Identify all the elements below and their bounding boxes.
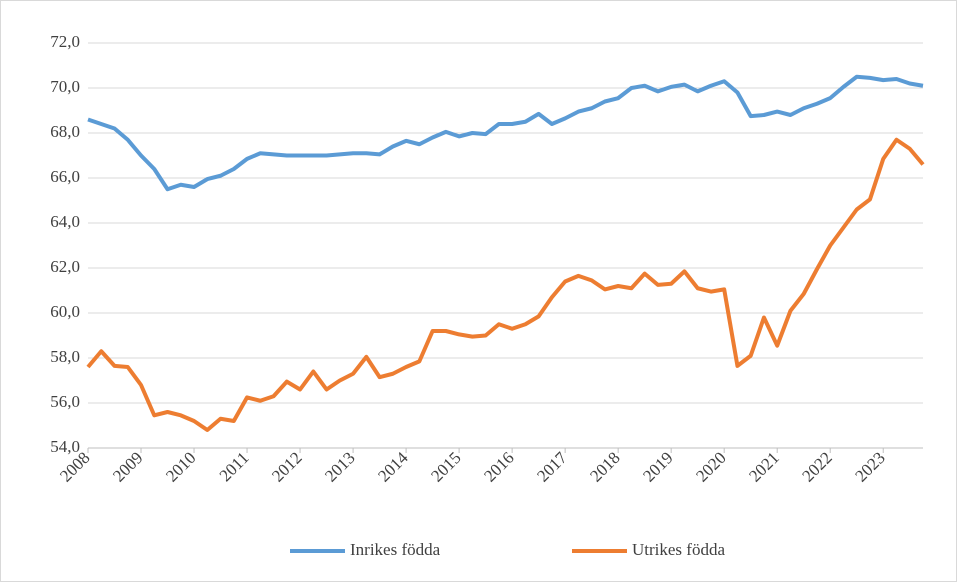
legend-label: Utrikes födda bbox=[632, 540, 725, 559]
y-tick-label: 70,0 bbox=[50, 77, 80, 96]
y-tick-label: 64,0 bbox=[50, 212, 80, 231]
y-tick-label: 58,0 bbox=[50, 347, 80, 366]
y-tick-label: 56,0 bbox=[50, 392, 80, 411]
y-tick-label: 54,0 bbox=[50, 437, 80, 456]
y-tick-label: 60,0 bbox=[50, 302, 80, 321]
y-tick-label: 72,0 bbox=[50, 32, 80, 51]
series-line bbox=[86, 137, 925, 432]
y-tick-label: 68,0 bbox=[50, 122, 80, 141]
y-tick-label: 62,0 bbox=[50, 257, 80, 276]
legend-label: Inrikes födda bbox=[350, 540, 441, 559]
y-tick-label: 66,0 bbox=[50, 167, 80, 186]
series-line bbox=[87, 74, 924, 192]
